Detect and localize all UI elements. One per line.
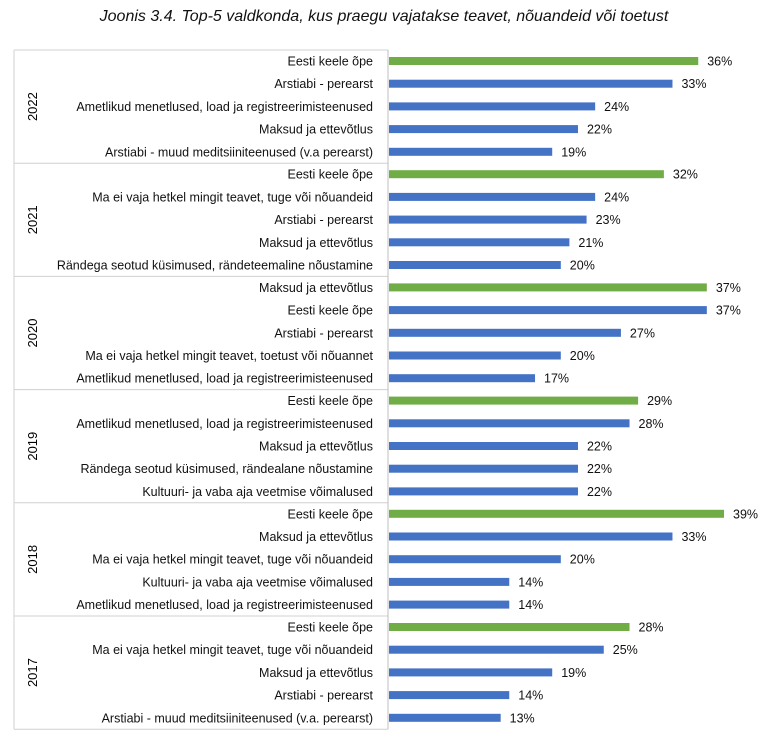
bar [389, 125, 578, 134]
data-label: 27% [630, 326, 655, 340]
bar [389, 192, 596, 201]
category-label: Ametlikud menetlused, load ja registreer… [76, 598, 373, 612]
bar-highlight [389, 396, 639, 405]
category-label: Eesti keele õpe [288, 55, 374, 69]
data-label: 24% [604, 190, 629, 204]
data-label: 33% [681, 77, 706, 91]
category-label: Maksud ja ettevõtlus [259, 440, 373, 454]
data-label: 32% [673, 168, 698, 182]
category-label: Arstiabi - muud meditsiiniteenused (v.a.… [102, 711, 373, 725]
category-label: Maksud ja ettevõtlus [259, 236, 373, 250]
data-label: 14% [518, 598, 543, 612]
bar [389, 328, 621, 337]
category-label: Arstiabi - perearst [274, 77, 373, 91]
bar-highlight [389, 283, 707, 292]
bar [389, 464, 578, 473]
bar [389, 713, 501, 722]
category-label: Eesti keele õpe [288, 168, 374, 182]
bar-highlight [389, 170, 664, 179]
year-label: 2017 [25, 658, 40, 687]
bar [389, 102, 596, 111]
category-label: Maksud ja ettevõtlus [259, 281, 373, 295]
category-label: Ma ei vaja hetkel mingit teavet, tuge võ… [92, 553, 373, 567]
category-label: Eesti keele õpe [288, 304, 374, 318]
category-label: Eesti keele õpe [288, 394, 374, 408]
data-label: 14% [518, 689, 543, 703]
category-label: Rändega seotud küsimused, rändealane nõu… [80, 462, 373, 476]
data-label: 19% [561, 145, 586, 159]
bar-highlight [389, 509, 725, 518]
year-label: 2019 [25, 432, 40, 461]
category-label: Ma ei vaja hetkel mingit teavet, tuge võ… [92, 643, 373, 657]
category-label: Arstiabi - perearst [274, 326, 373, 340]
chart-title: Joonis 3.4. Top-5 valdkonda, kus praegu … [99, 8, 669, 25]
bar [389, 691, 510, 700]
category-label: Rändega seotud küsimused, rändeteemaline… [57, 259, 373, 273]
bar [389, 419, 630, 428]
bar [389, 577, 510, 586]
data-label: 29% [647, 394, 672, 408]
category-label: Ma ei vaja hetkel mingit teavet, toetust… [85, 349, 373, 363]
bar [389, 374, 536, 383]
bar [389, 238, 570, 247]
bar-highlight [389, 57, 699, 65]
bar [389, 351, 561, 360]
bar [389, 79, 673, 88]
year-label: 2020 [25, 319, 40, 348]
data-label: 39% [733, 507, 758, 521]
category-label: Eesti keele õpe [288, 507, 374, 521]
data-label: 22% [587, 485, 612, 499]
data-label: 36% [707, 55, 732, 69]
category-label: Maksud ja ettevõtlus [259, 123, 373, 137]
data-label: 20% [570, 553, 595, 567]
bar-highlight [389, 623, 630, 631]
data-label: 20% [570, 259, 595, 273]
data-label: 22% [587, 123, 612, 137]
bar [389, 215, 587, 224]
data-label: 14% [518, 575, 543, 589]
year-label: 2021 [25, 205, 40, 234]
bar [389, 147, 553, 156]
bar [389, 532, 673, 541]
category-label: Arstiabi - perearst [274, 689, 373, 703]
data-label: 37% [716, 281, 741, 295]
bar [389, 306, 707, 315]
bar [389, 645, 604, 654]
data-label: 33% [681, 530, 706, 544]
category-label: Eesti keele õpe [288, 621, 374, 635]
category-label: Arstiabi - muud meditsiiniteenused (v.a … [105, 145, 373, 159]
data-label: 23% [596, 213, 621, 227]
bar [389, 555, 561, 564]
data-label: 28% [639, 621, 664, 635]
year-label: 2022 [25, 92, 40, 121]
bar [389, 442, 578, 450]
category-label: Kultuuri- ja vaba aja veetmise võimaluse… [142, 575, 373, 589]
data-label: 21% [578, 236, 603, 250]
category-label: Ametlikud menetlused, load ja registreer… [76, 372, 373, 386]
category-label: Kultuuri- ja vaba aja veetmise võimaluse… [142, 485, 373, 499]
category-label: Ma ei vaja hetkel mingit teavet, tuge võ… [92, 190, 373, 204]
data-label: 20% [570, 349, 595, 363]
bar [389, 261, 561, 269]
data-label: 22% [587, 440, 612, 454]
data-label: 13% [510, 711, 535, 725]
category-label: Ametlikud menetlused, load ja registreer… [76, 417, 373, 431]
data-label: 37% [716, 304, 741, 318]
data-label: 25% [613, 643, 638, 657]
data-label: 24% [604, 100, 629, 114]
data-label: 28% [639, 417, 664, 431]
data-label: 22% [587, 462, 612, 476]
category-label: Maksud ja ettevõtlus [259, 666, 373, 680]
category-label: Maksud ja ettevõtlus [259, 530, 373, 544]
bar [389, 600, 510, 609]
year-label: 2018 [25, 545, 40, 574]
data-label: 17% [544, 372, 569, 386]
data-label: 19% [561, 666, 586, 680]
category-label: Arstiabi - perearst [274, 213, 373, 227]
bar [389, 487, 578, 496]
category-label: Ametlikud menetlused, load ja registreer… [76, 100, 373, 114]
bar [389, 668, 553, 677]
